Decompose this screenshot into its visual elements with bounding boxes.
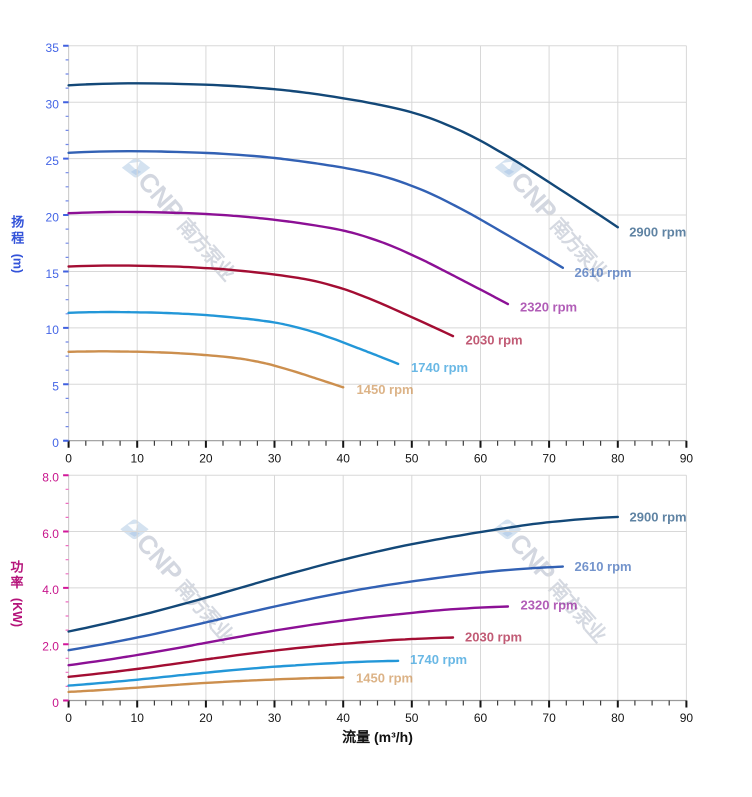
svg-text:40: 40 bbox=[337, 451, 351, 465]
svg-text:10: 10 bbox=[131, 451, 145, 465]
svg-text:5: 5 bbox=[52, 380, 59, 394]
svg-text:2030 rpm: 2030 rpm bbox=[466, 333, 523, 348]
svg-text:CNP: CNP bbox=[131, 528, 189, 588]
svg-text:60: 60 bbox=[474, 711, 488, 725]
svg-text:(m): (m) bbox=[11, 254, 25, 273]
svg-text:0: 0 bbox=[52, 696, 59, 710]
svg-text:90: 90 bbox=[680, 451, 694, 465]
svg-text:程: 程 bbox=[11, 231, 24, 246]
svg-text:2030 rpm: 2030 rpm bbox=[465, 630, 522, 645]
svg-text:南方泵业: 南方泵业 bbox=[173, 214, 241, 286]
svg-text:30: 30 bbox=[268, 451, 282, 465]
svg-text:CNP: CNP bbox=[504, 528, 562, 588]
svg-text:80: 80 bbox=[611, 711, 625, 725]
svg-text:50: 50 bbox=[405, 711, 419, 725]
svg-text:2610 rpm: 2610 rpm bbox=[575, 265, 632, 280]
svg-text:南方泵业: 南方泵业 bbox=[171, 575, 239, 647]
svg-text:CNP: CNP bbox=[505, 166, 563, 226]
svg-text:2900 rpm: 2900 rpm bbox=[630, 510, 687, 525]
svg-text:50: 50 bbox=[405, 451, 419, 465]
svg-text:90: 90 bbox=[680, 711, 694, 725]
svg-text:8.0: 8.0 bbox=[42, 471, 59, 485]
svg-text:1450 rpm: 1450 rpm bbox=[356, 671, 413, 686]
svg-text:40: 40 bbox=[337, 711, 351, 725]
svg-text:4.0: 4.0 bbox=[42, 583, 59, 597]
svg-text:0: 0 bbox=[65, 451, 72, 465]
svg-text:2.0: 2.0 bbox=[42, 640, 59, 654]
svg-text:20: 20 bbox=[199, 711, 213, 725]
svg-text:20: 20 bbox=[199, 451, 213, 465]
svg-text:(KW): (KW) bbox=[10, 598, 24, 627]
svg-text:1450 rpm: 1450 rpm bbox=[357, 382, 414, 397]
svg-text:CNP: CNP bbox=[132, 166, 190, 226]
svg-text:25: 25 bbox=[46, 154, 60, 168]
svg-text:10: 10 bbox=[46, 323, 60, 337]
svg-text:70: 70 bbox=[542, 451, 556, 465]
svg-text:0: 0 bbox=[52, 436, 59, 450]
svg-text:60: 60 bbox=[474, 451, 488, 465]
svg-text:6.0: 6.0 bbox=[42, 527, 59, 541]
svg-text:0: 0 bbox=[65, 711, 72, 725]
svg-text:1740 rpm: 1740 rpm bbox=[411, 360, 468, 375]
svg-text:70: 70 bbox=[542, 711, 556, 725]
svg-text:2610 rpm: 2610 rpm bbox=[575, 559, 632, 574]
svg-text:2900 rpm: 2900 rpm bbox=[629, 224, 686, 239]
svg-text:15: 15 bbox=[46, 267, 60, 281]
svg-text:功: 功 bbox=[10, 560, 23, 575]
svg-text:35: 35 bbox=[46, 41, 60, 55]
svg-text:流量 (m³/h): 流量 (m³/h) bbox=[342, 729, 413, 745]
svg-text:30: 30 bbox=[268, 711, 282, 725]
svg-text:扬: 扬 bbox=[11, 215, 24, 230]
svg-text:20: 20 bbox=[46, 210, 60, 224]
svg-text:2320 rpm: 2320 rpm bbox=[520, 300, 577, 315]
svg-text:2320 rpm: 2320 rpm bbox=[521, 598, 578, 613]
svg-text:80: 80 bbox=[611, 451, 625, 465]
svg-text:30: 30 bbox=[46, 98, 60, 112]
svg-text:10: 10 bbox=[131, 711, 145, 725]
svg-text:率: 率 bbox=[10, 575, 23, 590]
svg-text:1740 rpm: 1740 rpm bbox=[410, 652, 467, 667]
